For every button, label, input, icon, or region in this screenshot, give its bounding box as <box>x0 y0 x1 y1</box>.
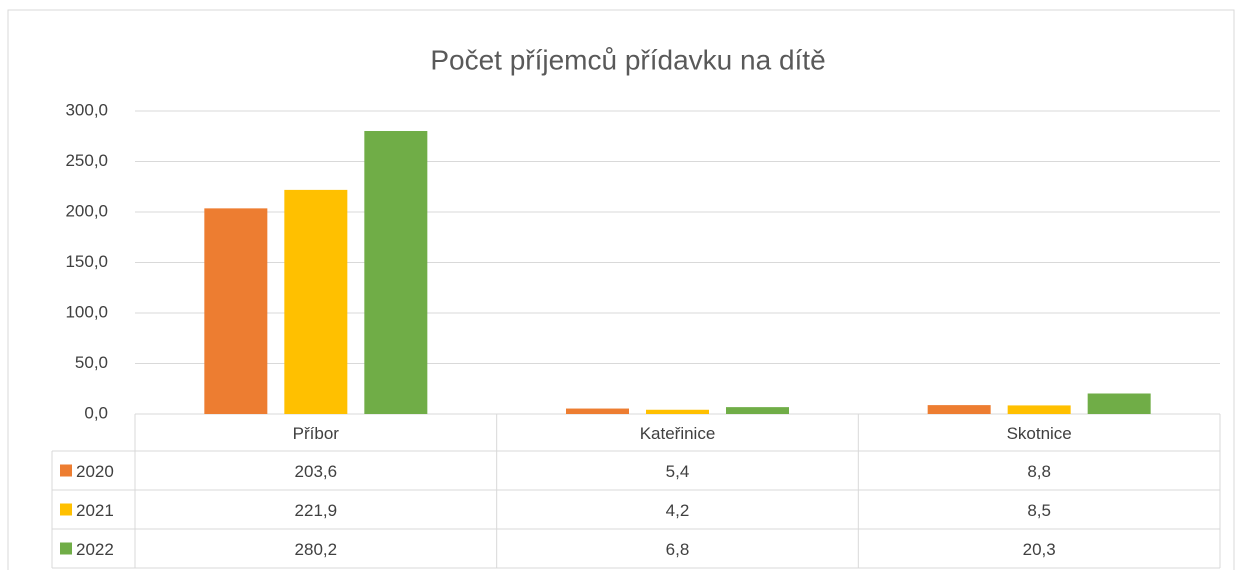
bar <box>566 408 629 414</box>
legend-label: 2020 <box>76 462 114 481</box>
table-value: 8,8 <box>1027 462 1051 481</box>
y-tick-label: 0,0 <box>84 403 108 422</box>
bar <box>1087 393 1151 414</box>
chart-border <box>7 9 1235 570</box>
y-tick-label: 150,0 <box>65 252 108 271</box>
bar <box>646 409 709 414</box>
legend-label: 2021 <box>76 501 114 520</box>
y-tick-label: 250,0 <box>65 151 108 170</box>
legend-swatch <box>60 464 72 477</box>
y-tick-label: 300,0 <box>65 100 108 119</box>
bar <box>726 407 789 414</box>
table-value: 20,3 <box>1023 540 1056 559</box>
table-value: 5,4 <box>666 462 690 481</box>
table-value: 4,2 <box>666 501 690 520</box>
legend-swatch <box>60 503 72 516</box>
legend-label: 2022 <box>76 540 114 559</box>
bar <box>204 208 268 414</box>
chart-title: Počet příjemců přídavku na dítě <box>430 44 825 75</box>
y-tick-label: 50,0 <box>75 353 108 372</box>
y-tick-label: 200,0 <box>65 201 108 220</box>
x-tick-label: Příbor <box>293 424 340 443</box>
bar <box>1007 405 1071 414</box>
table-value: 6,8 <box>666 540 690 559</box>
bar <box>927 405 991 414</box>
table-value: 8,5 <box>1027 501 1051 520</box>
table-value: 280,2 <box>295 540 338 559</box>
x-tick-label: Skotnice <box>1007 424 1072 443</box>
table-value: 221,9 <box>295 501 338 520</box>
table-value: 203,6 <box>295 462 338 481</box>
legend-swatch <box>60 542 72 555</box>
y-tick-label: 100,0 <box>65 302 108 321</box>
bar <box>364 130 428 415</box>
bar <box>284 189 348 414</box>
x-tick-label: Kateřinice <box>640 424 716 443</box>
